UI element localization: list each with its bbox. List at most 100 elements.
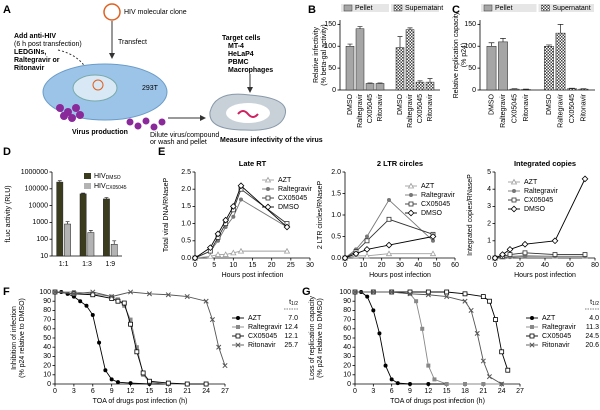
legend-label: CX05045 — [278, 195, 307, 202]
y-tick-label: 0 — [472, 87, 476, 94]
marker — [134, 349, 140, 355]
target-line: PBMC — [228, 59, 249, 66]
virus-particles — [126, 117, 166, 131]
marker — [229, 203, 237, 210]
series-line — [55, 291, 207, 385]
x-tick-label: DMSO — [488, 93, 495, 115]
marker — [90, 289, 96, 295]
marker — [231, 214, 236, 219]
legend-label: Ritonavir — [542, 342, 570, 349]
y-tick-label: 20 — [43, 362, 51, 369]
y-tick-label: 0.0 — [331, 255, 341, 262]
y-tick-label: 90 — [43, 298, 51, 305]
error-bar — [546, 44, 552, 47]
marker — [425, 292, 431, 298]
error-bar — [417, 80, 423, 83]
bar — [405, 29, 415, 91]
x-tick-label: 21 — [479, 388, 487, 395]
marker — [474, 330, 480, 336]
marker — [462, 298, 468, 304]
bar — [486, 46, 497, 91]
legend-label: Raltegravir — [248, 324, 283, 331]
y-tick-label: 0.5 — [331, 233, 341, 240]
marker — [365, 294, 370, 299]
series-line — [355, 291, 502, 385]
t-half-title: t1/2 — [590, 299, 599, 307]
marker — [506, 246, 514, 253]
x-tick-label: 0 — [493, 262, 497, 269]
y-tick-label: 10 — [43, 372, 51, 379]
legend-label: HIVCX05045 — [94, 183, 127, 191]
marker — [507, 252, 513, 257]
t-half-subscript: 1/2 — [592, 301, 599, 307]
y-tick-label: 20 — [343, 362, 351, 369]
x-tick-label: 1:9 — [105, 261, 115, 268]
treatment-line: Add anti-HIV — [14, 33, 56, 40]
marker — [266, 187, 270, 191]
x-tick-label: 15 — [443, 388, 451, 395]
y-tick-label: 30 — [343, 353, 351, 360]
x-tick-label: Ritonavir — [580, 93, 587, 121]
legend-frame — [481, 4, 537, 12]
marker — [71, 291, 77, 297]
marker — [109, 294, 115, 300]
marker — [486, 374, 492, 380]
target-line: Target cells — [222, 35, 260, 42]
marker — [551, 237, 559, 245]
y-tick-label: 1.0 — [181, 220, 191, 227]
panel-letter: D — [3, 146, 11, 158]
x-axis-label: Hours post infection — [369, 272, 431, 279]
marker — [115, 380, 120, 385]
marker — [239, 197, 243, 202]
legend-subscript: DMSO — [106, 175, 121, 181]
marker — [383, 363, 388, 368]
bar — [555, 32, 566, 91]
marker — [90, 292, 96, 298]
legend-swatch — [343, 4, 353, 12]
y-axis-label: 2 LTR circles/RNaseP — [317, 181, 324, 250]
y-axis-label: (% beta-gal activity) — [321, 24, 328, 85]
legend-name: HIV — [94, 173, 106, 180]
marker — [370, 289, 376, 295]
treatment-line: LEDGINs, — [14, 49, 46, 56]
x-tick-label: DMSO — [397, 93, 404, 115]
x-tick-label: 12 — [424, 388, 432, 395]
marker — [480, 358, 486, 364]
t-half-symbol: t — [590, 299, 592, 306]
x-tick-label: 18 — [461, 388, 469, 395]
x-tick-label: DMSO — [546, 93, 553, 115]
marker — [385, 250, 393, 257]
marker — [510, 205, 518, 213]
marker — [491, 254, 499, 262]
marker — [444, 289, 450, 295]
legend-name: HIV — [94, 183, 106, 190]
arrow — [57, 49, 89, 73]
marker — [480, 294, 486, 300]
error-bar — [427, 78, 433, 83]
treatment-line: (6 h post transfection) — [14, 41, 82, 48]
bar — [56, 181, 64, 257]
marker — [510, 178, 518, 185]
marker — [222, 363, 228, 369]
y-tick-label: 0.0 — [181, 255, 191, 262]
error-bar — [488, 42, 495, 47]
legend-subscript: CX05045 — [106, 185, 127, 191]
marker — [487, 298, 492, 304]
y-tick-label: 40 — [43, 344, 51, 351]
y-axis-label: Relative infectivity — [313, 26, 320, 83]
y-tick-label: 1 — [487, 238, 491, 245]
y-tick-label: 10000 — [29, 202, 49, 209]
y-tick-label: 60 — [43, 326, 51, 333]
series-line — [355, 291, 509, 371]
marker — [426, 363, 431, 368]
marker — [386, 216, 392, 222]
marker — [387, 197, 391, 202]
marker — [235, 333, 241, 339]
marker — [230, 249, 237, 256]
bar — [567, 88, 577, 91]
bar — [103, 198, 110, 257]
legend-label: Pellet — [355, 5, 373, 12]
marker — [552, 252, 558, 257]
y-axis-label: Integrated copies/RNaseP — [467, 174, 474, 256]
marker — [78, 299, 83, 304]
